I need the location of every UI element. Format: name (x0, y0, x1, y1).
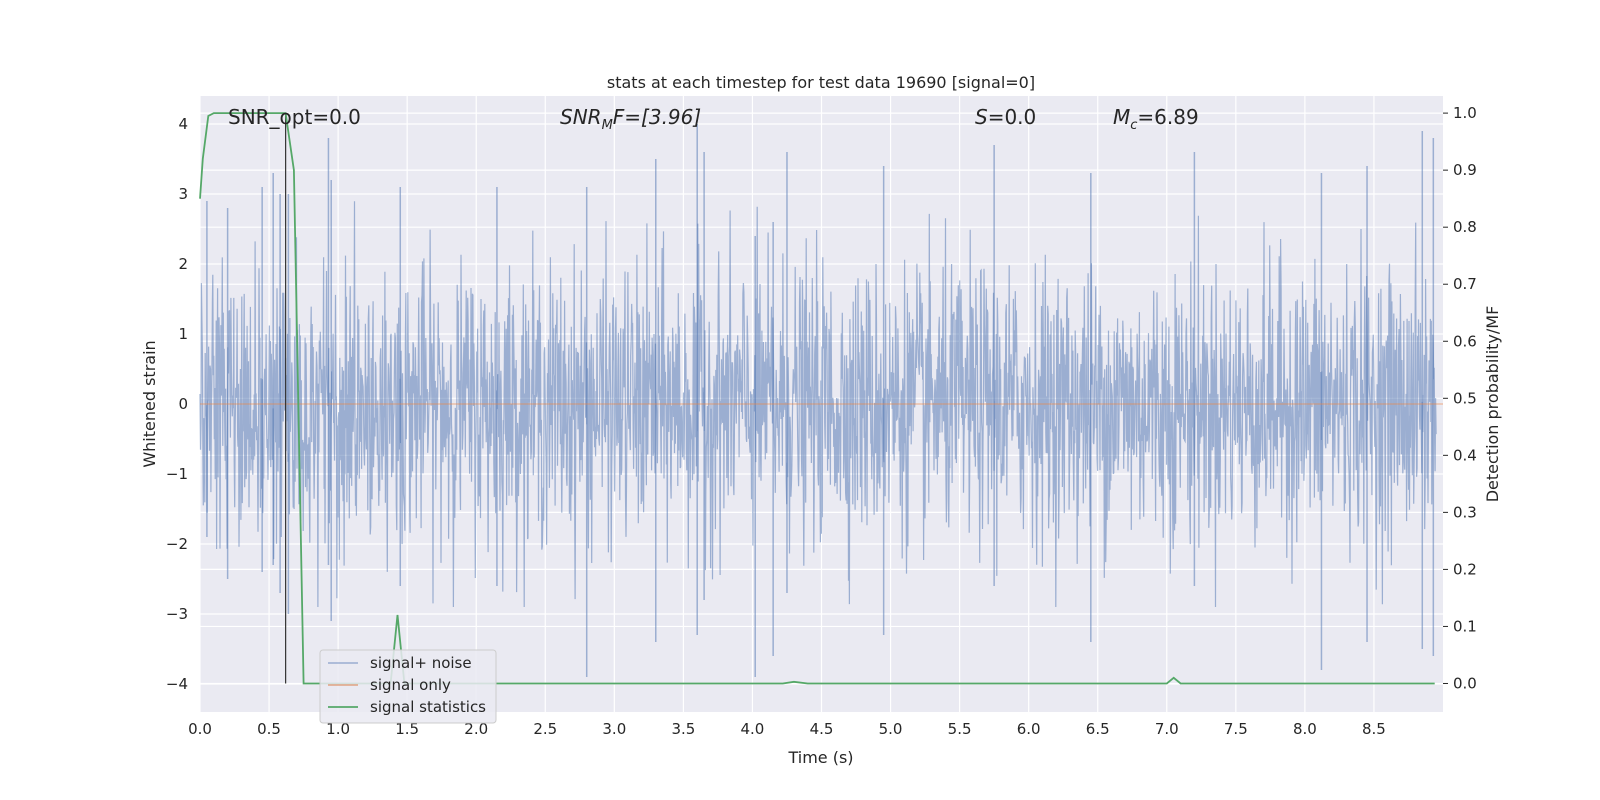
x-tick-labels: 0.0 0.5 1.0 1.5 2.0 2.5 3.0 3.5 4.0 4.5 5.0 5.5 6.0 6… (188, 720, 1386, 738)
y-right-tick-label: 0.0 (1453, 674, 1477, 692)
x-tick-label: 3.0 (602, 720, 626, 738)
y-right-tick-label: 0.2 (1453, 560, 1477, 578)
y-right-tick-label: 1.0 (1453, 104, 1477, 122)
annotation-snr-mf: SNRMF=[3.96] (560, 105, 701, 133)
y-left-tick-label: 0 (178, 395, 188, 413)
y-left-tick-label: −1 (166, 465, 188, 483)
x-tick-label: 6.5 (1086, 720, 1110, 738)
noise-series (199, 124, 1437, 677)
y-left-tick-label: −4 (166, 675, 188, 693)
y-left-tick-label: −2 (166, 535, 188, 553)
s-name: S (975, 105, 988, 129)
x-tick-label: 6.0 (1017, 720, 1041, 738)
annotation-mc: Mc=6.89 (1113, 105, 1199, 133)
x-tick-label: 0.0 (188, 720, 212, 738)
legend: signal+ noise signal only signal statist… (319, 649, 497, 724)
mc-name: M (1113, 105, 1130, 129)
snr-mf-rest: F=[3.96] (613, 105, 701, 129)
y-right-tick-label: 0.6 (1453, 332, 1477, 350)
y-right-axis-label: Detection probability/MF (1483, 306, 1502, 503)
x-tick-label: 4.5 (810, 720, 834, 738)
y-left-tick-label: 2 (178, 255, 188, 273)
x-tick-label: 0.5 (257, 720, 281, 738)
s-rest: =0.0 (988, 105, 1037, 129)
y-left-tick-label: 3 (178, 185, 188, 203)
x-tick-label: 7.5 (1224, 720, 1248, 738)
y-left-tick-label: 1 (178, 325, 188, 343)
legend-label-signal-noise: signal+ noise (370, 654, 472, 672)
legend-box (319, 649, 497, 724)
mc-rest: =6.89 (1137, 105, 1198, 129)
legend-label-signal-only: signal only (370, 676, 451, 694)
y-left-tick-label: 4 (178, 115, 188, 133)
chart-title: stats at each timestep for test data 196… (607, 73, 1035, 92)
x-tick-label: 1.5 (395, 720, 419, 738)
x-axis-label: Time (s) (787, 748, 853, 767)
y-right-tick-label: 0.8 (1453, 218, 1477, 236)
legend-label-signal-statistics: signal statistics (370, 698, 486, 716)
y-left-tick-labels: −4 −3 −2 −1 0 1 2 3 4 (166, 115, 188, 693)
x-tick-label: 5.5 (948, 720, 972, 738)
y-right-tick-label: 0.3 (1453, 503, 1477, 521)
annotation-snr-opt: SNR_opt=0.0 (228, 105, 361, 129)
snr-mf-name: SNR (560, 105, 602, 129)
snr-mf-sub: M (602, 118, 613, 133)
y-left-tick-label: −3 (166, 605, 188, 623)
x-tick-label: 7.0 (1155, 720, 1179, 738)
x-tick-label: 5.0 (879, 720, 903, 738)
y-left-axis-label: Whitened strain (140, 340, 159, 467)
x-tick-label: 8.0 (1293, 720, 1317, 738)
x-tick-label: 3.5 (671, 720, 695, 738)
y-right-tick-labels: 0.0 0.1 0.2 0.3 0.4 0.5 0.6 0.7 0.8 0.9 1.0 (1443, 104, 1477, 692)
y-right-tick-label: 0.5 (1453, 389, 1477, 407)
y-right-tick-label: 0.9 (1453, 161, 1477, 179)
mc-sub: c (1130, 118, 1137, 133)
x-tick-label: 1.0 (326, 720, 350, 738)
y-right-tick-label: 0.7 (1453, 275, 1477, 293)
x-tick-label: 4.0 (741, 720, 765, 738)
annotation-s: S=0.0 (975, 105, 1036, 129)
x-tick-label: 2.0 (464, 720, 488, 738)
y-right-tick-label: 0.1 (1453, 617, 1477, 635)
noise-trace (199, 201, 1437, 608)
x-tick-label: 8.5 (1362, 720, 1386, 738)
y-right-tick-label: 0.4 (1453, 446, 1477, 464)
x-tick-label: 2.5 (533, 720, 557, 738)
